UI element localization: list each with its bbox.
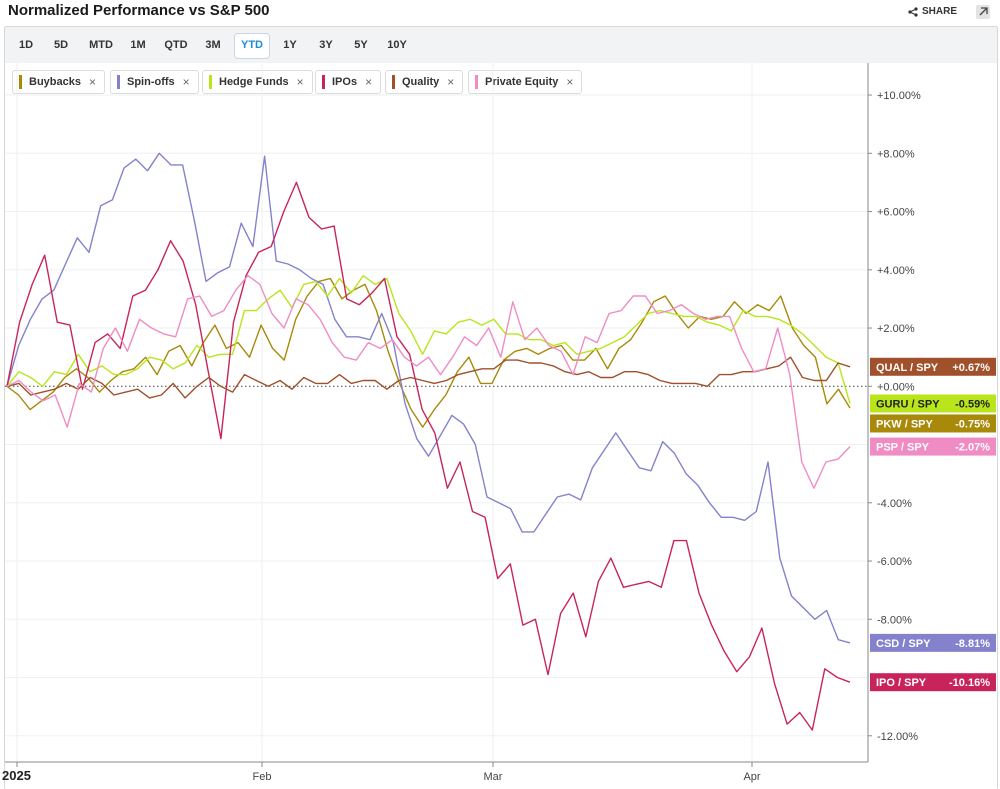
close-icon[interactable]: × — [182, 75, 190, 89]
legend-swatch — [475, 75, 478, 89]
series-tag-ipos — [870, 673, 996, 692]
close-icon[interactable]: × — [447, 75, 455, 89]
legend-swatch — [19, 75, 22, 89]
range-5d[interactable]: 5D — [53, 39, 69, 51]
expand-icon — [979, 7, 988, 16]
series-line-ipos — [6, 181, 851, 731]
legend-label: Quality — [402, 76, 440, 88]
range-3m[interactable]: 3M — [205, 39, 221, 51]
y-tick-label: +0.00% — [877, 381, 915, 393]
legend-item-quality[interactable]: Quality × — [385, 70, 464, 94]
range-3y[interactable]: 3Y — [319, 39, 333, 51]
series-tag-value: -10.16% — [949, 677, 990, 689]
series-line-hedge — [6, 274, 851, 404]
chart-title: Normalized Performance vs S&P 500 — [8, 2, 270, 19]
y-tick-label: -8.00% — [877, 614, 912, 626]
range-toolbar: 1D 5D MTD 1M QTD 3M YTD 1Y 3Y 5Y 10Y — [5, 27, 997, 63]
series-tag-value: -2.07% — [955, 442, 990, 454]
close-icon[interactable]: × — [296, 75, 304, 89]
series-tag-label: CSD / SPY — [876, 638, 931, 650]
y-tick-label: -12.00% — [877, 731, 918, 743]
legend-label: Hedge Funds — [219, 76, 289, 88]
legend-item-pe[interactable]: Private Equity × — [468, 70, 583, 94]
legend-label: Spin-offs — [127, 76, 175, 88]
y-tick-label: -6.00% — [877, 556, 912, 568]
series-line-pe — [6, 274, 851, 489]
x-tick-label: Mar — [484, 771, 503, 783]
expand-button[interactable] — [976, 5, 990, 19]
x-tick-label: Feb — [253, 771, 272, 783]
legend-swatch — [117, 75, 120, 89]
series-tag-value: -0.75% — [955, 418, 990, 430]
close-icon[interactable]: × — [365, 75, 373, 89]
series-tag-value: -8.81% — [955, 638, 990, 650]
share-button[interactable]: SHARE — [908, 6, 957, 17]
series-line-quality — [6, 356, 851, 399]
series-tag-label: GURU / SPY — [876, 398, 940, 410]
range-ytd[interactable]: YTD — [234, 33, 270, 59]
series-tag-buybacks — [870, 414, 996, 433]
series-tag-label: IPO / SPY — [876, 677, 927, 689]
y-tick-label: +4.00% — [877, 265, 915, 277]
y-tick-label: +10.00% — [877, 90, 921, 102]
legend-item-hedge[interactable]: Hedge Funds × — [202, 70, 313, 94]
range-qtd[interactable]: QTD — [164, 39, 188, 51]
legend-swatch — [322, 75, 325, 89]
range-1y[interactable]: 1Y — [283, 39, 297, 51]
series-tag-value: +0.67% — [952, 362, 990, 374]
series-tag-quality — [870, 357, 996, 376]
y-tick-label: +6.00% — [877, 207, 915, 219]
series-line-buybacks — [6, 277, 851, 428]
x-tick-label: 2025 — [2, 768, 31, 783]
legend-item-buybacks[interactable]: Buybacks × — [12, 70, 105, 94]
series-tag-label: PSP / SPY — [876, 442, 930, 454]
close-icon[interactable]: × — [566, 75, 574, 89]
range-1d[interactable]: 1D — [18, 39, 34, 51]
series-tag-spinoffs — [870, 633, 996, 652]
legend-item-ipos[interactable]: IPOs × — [315, 70, 382, 94]
series-tag-value: -0.59% — [955, 398, 990, 410]
series-line-spinoffs — [6, 152, 851, 644]
series-tag-hedge — [870, 394, 996, 413]
range-10y[interactable]: 10Y — [387, 39, 407, 51]
share-icon — [908, 6, 918, 17]
series-tag-pe — [870, 437, 996, 456]
range-5y[interactable]: 5Y — [354, 39, 368, 51]
series-tag-label: PKW / SPY — [876, 418, 934, 430]
series-tag-label: QUAL / SPY — [876, 362, 939, 374]
legend-swatch — [209, 75, 212, 89]
legend-label: Buybacks — [29, 76, 81, 88]
legend-item-spinoffs[interactable]: Spin-offs × — [110, 70, 199, 94]
y-tick-label: +8.00% — [877, 148, 915, 160]
legend-swatch — [392, 75, 395, 89]
range-1m[interactable]: 1M — [130, 39, 146, 51]
y-tick-label: -4.00% — [877, 498, 912, 510]
share-label: SHARE — [922, 6, 958, 17]
close-icon[interactable]: × — [88, 75, 96, 89]
legend-label: Private Equity — [485, 76, 559, 88]
legend-label: IPOs — [332, 76, 358, 88]
x-tick-label: Apr — [743, 771, 760, 783]
y-tick-label: +2.00% — [877, 323, 915, 335]
range-mtd[interactable]: MTD — [89, 39, 113, 51]
